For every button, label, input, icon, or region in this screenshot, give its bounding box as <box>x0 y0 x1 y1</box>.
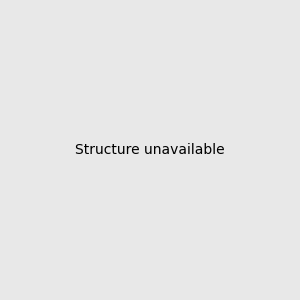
Text: Structure unavailable: Structure unavailable <box>75 143 225 157</box>
